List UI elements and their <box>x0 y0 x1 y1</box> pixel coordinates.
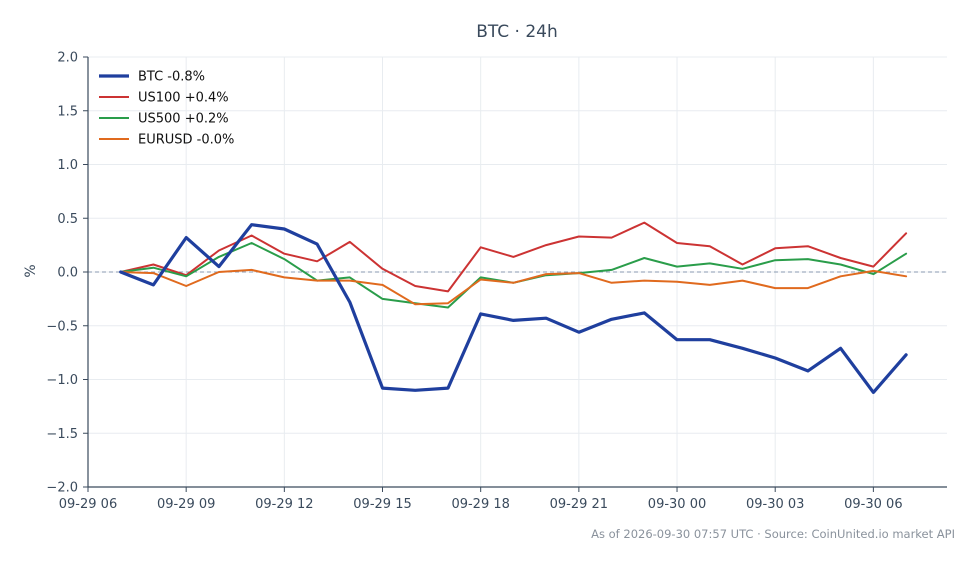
y-tick-label: −0.5 <box>46 319 78 334</box>
x-tick-label: 09-30 00 <box>648 497 706 512</box>
legend-entry: US100 +0.4% <box>138 91 229 106</box>
y-tick-label: 0.5 <box>57 212 78 227</box>
x-tick-label: 09-30 03 <box>746 497 804 512</box>
x-tick-labels: 09-29 06 09-29 09 09-29 12 09-29 15 09-29 18… <box>59 487 903 512</box>
y-tick-labels: −2.0 −1.5 −1.0 −0.5 0.0 0.5 1.0 1.5 2.0 <box>46 51 88 496</box>
series-lines <box>119 221 908 394</box>
x-tick-label: 09-29 18 <box>451 497 509 512</box>
x-tick-label: 09-29 15 <box>353 497 411 512</box>
legend: BTC -0.8% US100 +0.4% US500 +0.2% EURUSD -0… <box>99 70 234 148</box>
y-axis-label: % <box>23 264 39 277</box>
y-tick-label: 0.0 <box>57 266 78 281</box>
y-tick-label: 2.0 <box>57 51 78 66</box>
x-tick-label: 09-29 06 <box>59 497 117 512</box>
y-tick-label: −2.0 <box>46 481 78 496</box>
x-tick-label: 09-29 21 <box>550 497 608 512</box>
y-tick-label: 1.5 <box>57 104 78 119</box>
x-tick-label: 09-30 06 <box>844 497 902 512</box>
legend-entry: BTC -0.8% <box>138 70 205 85</box>
series-line-btc <box>119 223 908 394</box>
legend-entry: EURUSD -0.0% <box>138 133 234 148</box>
series-line-eurusd <box>119 268 908 306</box>
chart-title: BTC · 24h <box>476 22 558 42</box>
x-tick-label: 09-29 09 <box>157 497 215 512</box>
y-tick-label: −1.0 <box>46 373 78 388</box>
y-tick-label: 1.0 <box>57 158 78 173</box>
x-tick-label: 09-29 12 <box>255 497 313 512</box>
y-tick-label: −1.5 <box>46 427 78 442</box>
series-line-us500 <box>119 242 908 309</box>
series-line-us100 <box>119 221 908 293</box>
footer-source: As of 2026-09-30 07:57 UTC · Source: Coi… <box>591 527 955 541</box>
legend-entry: US500 +0.2% <box>138 112 229 127</box>
